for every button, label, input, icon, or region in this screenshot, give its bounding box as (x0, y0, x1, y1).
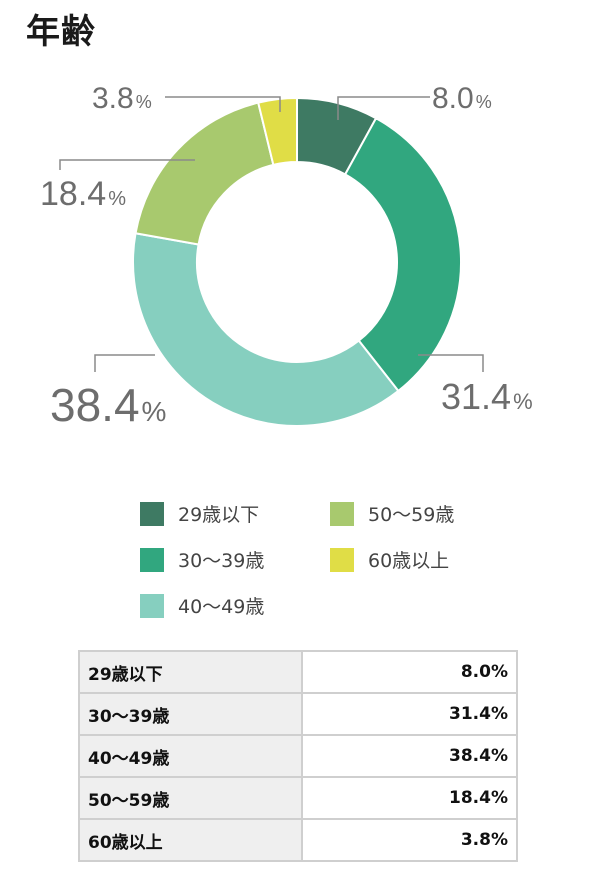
row-value: 8.0% (301, 650, 518, 694)
data-label-29: 8.0% (432, 82, 492, 115)
leader-line (337, 96, 430, 120)
row-value: 38.4% (301, 734, 518, 778)
legend-label: 29歳以下 (178, 504, 260, 526)
legend-item-29-under: 29歳以下 (140, 500, 259, 527)
legend-swatch (140, 501, 164, 526)
data-table: 29歳以下 8.0% 30〜39歳 31.4% 40〜49歳 38.4% 50〜… (78, 650, 518, 862)
row-value: 3.8% (301, 818, 518, 862)
leader-line (94, 354, 155, 372)
legend-swatch (330, 547, 354, 572)
row-label: 60歳以上 (78, 818, 303, 862)
legend-item-30-39: 30〜39歳 (140, 546, 264, 573)
row-label: 40〜49歳 (78, 734, 303, 778)
leader-line (165, 96, 281, 112)
slice-5059 (134, 101, 275, 246)
leader-line (418, 354, 484, 372)
row-value: 18.4% (301, 776, 518, 820)
legend-label: 60歳以上 (368, 550, 450, 572)
slice-4049 (132, 232, 400, 427)
row-label: 30〜39歳 (78, 692, 303, 736)
table-row: 50〜59歳 18.4% (78, 776, 518, 820)
data-label-4049: 38.4% (50, 379, 166, 431)
leader-line (59, 159, 195, 170)
page-title: 年齢 (26, 12, 96, 52)
data-label-5059: 18.4% (40, 175, 126, 213)
donut-chart: 8.0 % 31.4% 38.4% 18.4 % 3.8% (40, 82, 533, 431)
data-label-60: 3.8% (92, 82, 152, 115)
table-row: 29歳以下 8.0% (78, 650, 518, 694)
legend-item-60-over: 60歳以上 (330, 546, 449, 573)
table-row: 30〜39歳 31.4% (78, 692, 518, 736)
data-label-3039: 31.4% (441, 376, 533, 417)
legend-label: 30〜39歳 (178, 550, 265, 572)
slice-60 (257, 96, 298, 167)
table-row: 40〜49歳 38.4% (78, 734, 518, 778)
row-label: 50〜59歳 (78, 776, 303, 820)
legend-swatch (330, 501, 354, 526)
legend-item-50-59: 50〜59歳 (330, 500, 454, 527)
slice-3039 (343, 116, 462, 393)
legend-item-40-49: 40〜49歳 (140, 592, 264, 619)
legend-label: 50〜59歳 (368, 504, 455, 526)
legend-swatch (140, 593, 164, 618)
row-value: 31.4% (301, 692, 518, 736)
table-row: 60歳以上 3.8% (78, 818, 518, 862)
legend-label: 40〜49歳 (178, 596, 265, 618)
row-label: 29歳以下 (78, 650, 303, 694)
legend-swatch (140, 547, 164, 572)
